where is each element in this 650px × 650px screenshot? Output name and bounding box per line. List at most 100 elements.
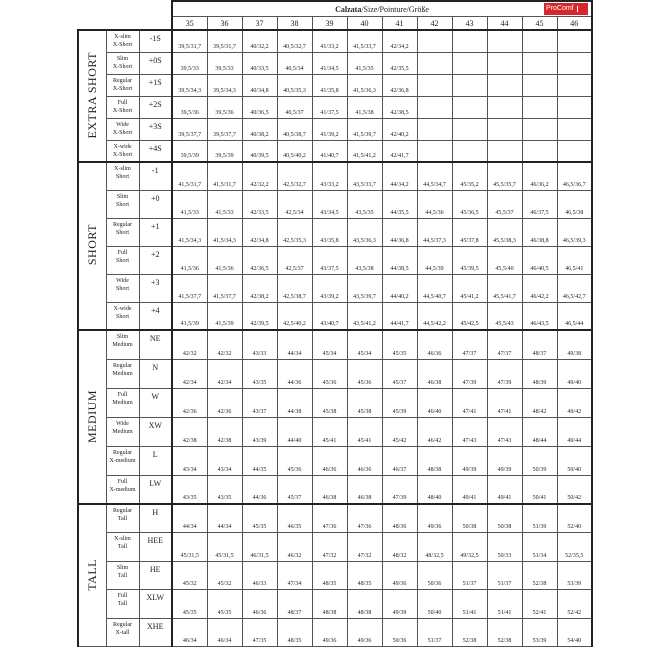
size-cell: 51/41 [486, 589, 523, 619]
size-cell: 42,5/32,7 [276, 161, 313, 191]
fit-name-line: Short [115, 285, 129, 292]
size-cell: 41,5/34,3 [171, 217, 208, 247]
size-cell: 41,5/33 [206, 189, 243, 219]
size-cell: 45/42 [381, 416, 418, 447]
size-cell: 44,5/39 [416, 245, 453, 275]
group-label-text: TALL [84, 558, 99, 591]
size-cell: 47/35 [241, 617, 278, 647]
size-cell: 50/39 [521, 445, 558, 476]
size-cell: 44/34 [171, 503, 208, 533]
fit-code: +0 [138, 189, 173, 219]
size-cell: 42/38 [206, 416, 243, 447]
size-cell: 41/33,2 [311, 29, 348, 53]
size-cell: 49/40 [556, 358, 593, 389]
size-cell: 46/32 [276, 532, 313, 562]
size-header-43: 43 [451, 16, 488, 31]
size-cell: 44/36 [241, 474, 278, 505]
procomf-logo: ProComf [544, 3, 588, 15]
size-cell: 44/40 [276, 416, 313, 447]
fit-name: Regular Tall [105, 503, 140, 533]
table-row: TALL Regular Tall H 44/34 44/34 45/35 46/35 47/3… [77, 503, 593, 647]
fit-name-line: X-wide [113, 305, 132, 312]
size-cell: 52/41 [521, 589, 558, 619]
size-cell: 45/38 [311, 387, 348, 418]
size-cell: 41,5/38 [346, 95, 383, 119]
size-header-36: 36 [206, 16, 243, 31]
fit-code: +2S [138, 95, 173, 119]
size-cell: 40/36,5 [241, 95, 278, 119]
size-cell: 52/42 [556, 589, 593, 619]
fit-name: Regular X-tall [105, 617, 140, 647]
size-cell: 39,5/34,3 [171, 73, 208, 97]
fit-name: Regular Medium [105, 358, 140, 389]
group-label: TALL [77, 503, 107, 647]
size-cell: 40/33,5 [241, 51, 278, 75]
size-cell: 49/36 [311, 617, 348, 647]
size-cell [416, 139, 453, 163]
fit-name: Full Medium [105, 387, 140, 418]
table-row: Wide X-Short +3S 39,5/37,7 39,5/37,7 40/38,2 4… [78, 117, 593, 141]
size-cell [416, 117, 453, 141]
size-cell: 47/39 [486, 358, 523, 389]
size-cell: 41,5/36 [171, 245, 208, 275]
fit-name-line: Full [117, 593, 128, 599]
size-cell: 43/37,5 [311, 245, 348, 275]
size-cell: 45/38 [346, 387, 383, 418]
size-cell: 45/35 [241, 503, 278, 533]
size-header-41: 41 [381, 16, 418, 31]
size-cell: 52/40 [556, 503, 593, 533]
size-cell: 41,5/39 [206, 301, 243, 331]
size-cell: 40/34,8 [241, 73, 278, 97]
size-cell: 41,5/35 [346, 51, 383, 75]
size-cell: 46/33 [241, 560, 278, 590]
group-label: MEDIUM [77, 329, 107, 505]
size-cell: 43/34 [171, 445, 208, 476]
table-row: Slim X-Short +0S 39,5/33 39,5/33 40/33,5 40,5/… [78, 51, 593, 75]
size-cell: 39,5/36 [171, 95, 208, 119]
size-cell: 47/41 [486, 387, 523, 418]
title-bold: Calzata [335, 4, 362, 14]
size-cell: 46/34 [206, 617, 243, 647]
size-cell: 43/33 [241, 329, 278, 360]
size-cell: 45/41 [311, 416, 348, 447]
fit-name-line: Short [115, 257, 129, 264]
size-cell: 41/34,5 [311, 51, 348, 75]
size-cell: 49/41 [486, 474, 523, 505]
size-cell: 48/44 [521, 416, 558, 447]
size-cell: 45/32 [171, 560, 208, 590]
fit-name-line: X-tall [115, 629, 130, 636]
size-header-42: 42 [416, 16, 453, 31]
fit-name: X-wide Short [105, 301, 140, 331]
fit-code: +4S [138, 139, 173, 163]
fit-code: +2 [138, 245, 173, 275]
size-cell: 46/37,5 [521, 189, 558, 219]
size-cell: 39,5/31,7 [171, 29, 208, 53]
table-row: Regular X-medium L 43/34 43/34 44/35 45/36 46/3… [78, 445, 593, 476]
size-cell: 39,5/39 [171, 139, 208, 163]
size-cell: 46/36 [416, 329, 453, 360]
size-cell: 49/42 [556, 387, 593, 418]
fit-code: XHE [138, 617, 173, 647]
size-cell: 43/35 [206, 474, 243, 505]
size-cell: 42/40,2 [381, 117, 418, 141]
size-header-39: 39 [311, 16, 348, 31]
size-cell: 42/32 [171, 329, 208, 360]
size-cell: 48/32 [381, 532, 418, 562]
fit-code: HE [138, 560, 173, 590]
fit-code: LW [138, 474, 173, 505]
table-row: Slim Short +0 41,5/33 41,5/33 42/33,5 42,5/34 4… [78, 189, 593, 219]
size-cell [556, 51, 593, 75]
fit-name-line: X-slim [114, 34, 131, 40]
size-cell: 40,5/38,7 [276, 117, 313, 141]
size-cell: 46/31,5 [241, 532, 278, 562]
size-cell [521, 29, 558, 53]
size-cell [521, 73, 558, 97]
size-cell: 43/33,2 [311, 161, 348, 191]
fit-name-line: Short [115, 174, 129, 180]
size-cell: 44/34 [206, 503, 243, 533]
size-cell: 48/39 [521, 358, 558, 389]
fit-name-line: X-slim [114, 536, 131, 542]
size-cell: 47/37 [486, 329, 523, 360]
size-cell: 47/32 [311, 532, 348, 562]
size-cell: 45/35 [381, 329, 418, 360]
